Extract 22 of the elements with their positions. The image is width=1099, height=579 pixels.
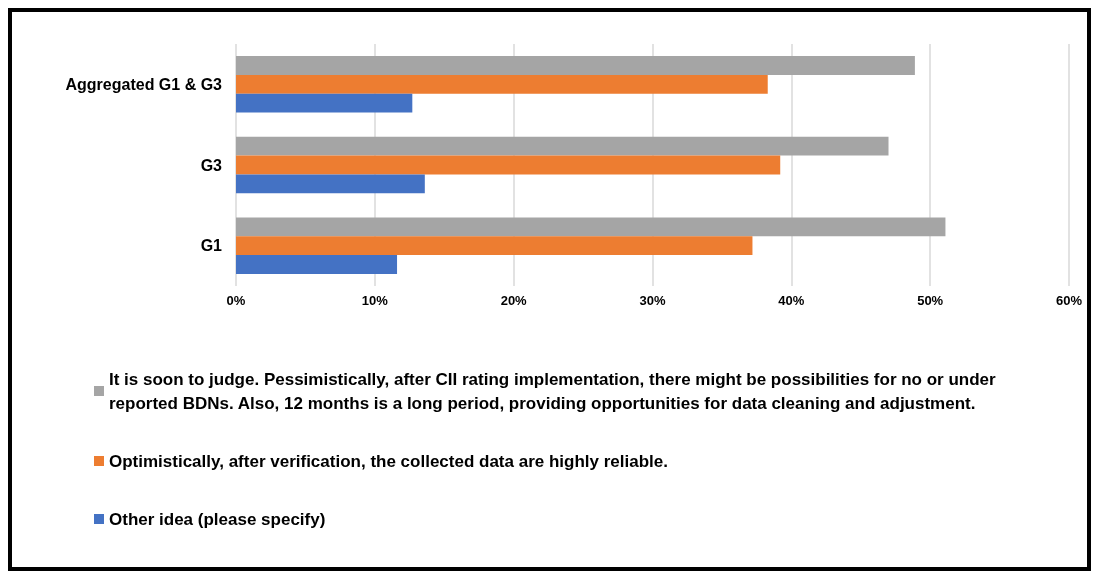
- x-tick-label: 20%: [500, 293, 528, 308]
- x-tick-label: 0%: [226, 293, 246, 308]
- bar: [236, 56, 915, 75]
- bar: [236, 236, 753, 256]
- y-tick-label: Aggregated G1 & G3: [65, 75, 223, 93]
- y-tick-label: G1: [200, 237, 223, 255]
- bar: [236, 93, 413, 113]
- bar: [236, 255, 398, 274]
- x-tick-label: 60%: [1055, 293, 1083, 308]
- legend-label: Optimistically, after verification, the collected data are highly reliable.: [109, 451, 668, 471]
- bar: [236, 217, 946, 237]
- bar: [236, 136, 889, 156]
- x-tick-label: 10%: [361, 293, 389, 308]
- x-tick-label: 40%: [778, 293, 805, 308]
- x-tick-label: 50%: [917, 293, 944, 308]
- legend-label: It is soon to judge. Pessimistically, after CII rating implementation, there might be possibilities for no or under reported BDNs. Also, 12 months is a long period, providing opportunities for data cleaning and adjustment.: [109, 369, 1001, 413]
- bar: [236, 174, 425, 194]
- legend-label: Other idea (please specify): [109, 509, 326, 529]
- x-tick-label: 30%: [639, 293, 666, 308]
- bar: [236, 155, 781, 175]
- bar: [236, 74, 768, 94]
- y-tick-label: G3: [200, 156, 223, 174]
